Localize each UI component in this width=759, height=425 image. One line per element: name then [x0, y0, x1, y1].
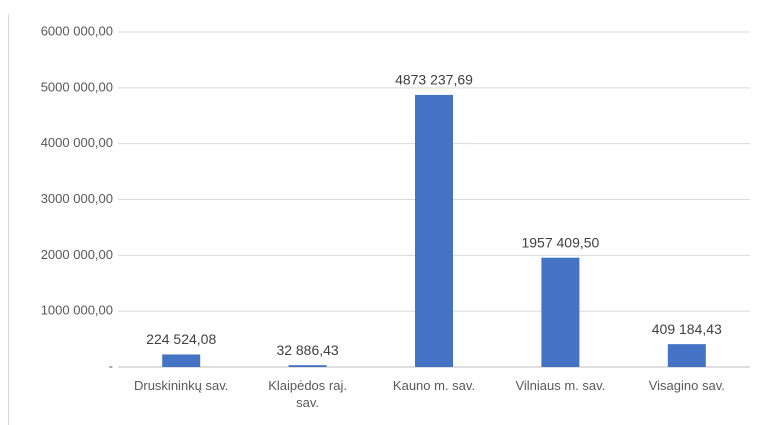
x-tick-label: Klaipėdos raj. sav.	[268, 378, 347, 410]
data-label: 409 184,43	[652, 321, 722, 337]
data-label: 224 524,08	[146, 331, 216, 347]
x-tick-label-box: Druskininkų sav.	[133, 378, 229, 393]
x-tick-label-box: Vilniaus m. sav.	[515, 378, 606, 393]
x-tick-label: Visagino sav.	[648, 378, 725, 393]
bar	[667, 344, 706, 367]
x-tick-label: Vilniaus m. sav.	[515, 378, 606, 393]
x-tick-label-box: Klaipėdos raj. sav.	[268, 378, 347, 410]
data-label: 32 886,43	[276, 342, 338, 358]
x-tick-label: Kauno m. sav.	[392, 378, 476, 393]
y-tick-label: 6000 000,00	[41, 23, 113, 38]
y-tick-label: 3000 000,00	[41, 191, 113, 206]
y-tick-label: 1000 000,00	[41, 303, 113, 318]
y-tick-label: 2000 000,00	[41, 247, 113, 262]
bar	[541, 257, 580, 367]
x-tick-label-box: Visagino sav.	[648, 378, 725, 393]
y-tick-label: 4000 000,00	[41, 135, 113, 150]
y-tick-label: 5000 000,00	[41, 79, 113, 94]
x-tick-label: Druskininkų sav.	[133, 378, 229, 393]
bar	[162, 354, 201, 367]
y-tick-label: -	[109, 358, 113, 373]
data-label: 1957 409,50	[521, 234, 599, 250]
bar	[415, 94, 453, 368]
data-label: 4873 237,69	[395, 72, 473, 88]
bar	[288, 365, 327, 367]
x-tick-label-box: Kauno m. sav.	[392, 378, 476, 393]
